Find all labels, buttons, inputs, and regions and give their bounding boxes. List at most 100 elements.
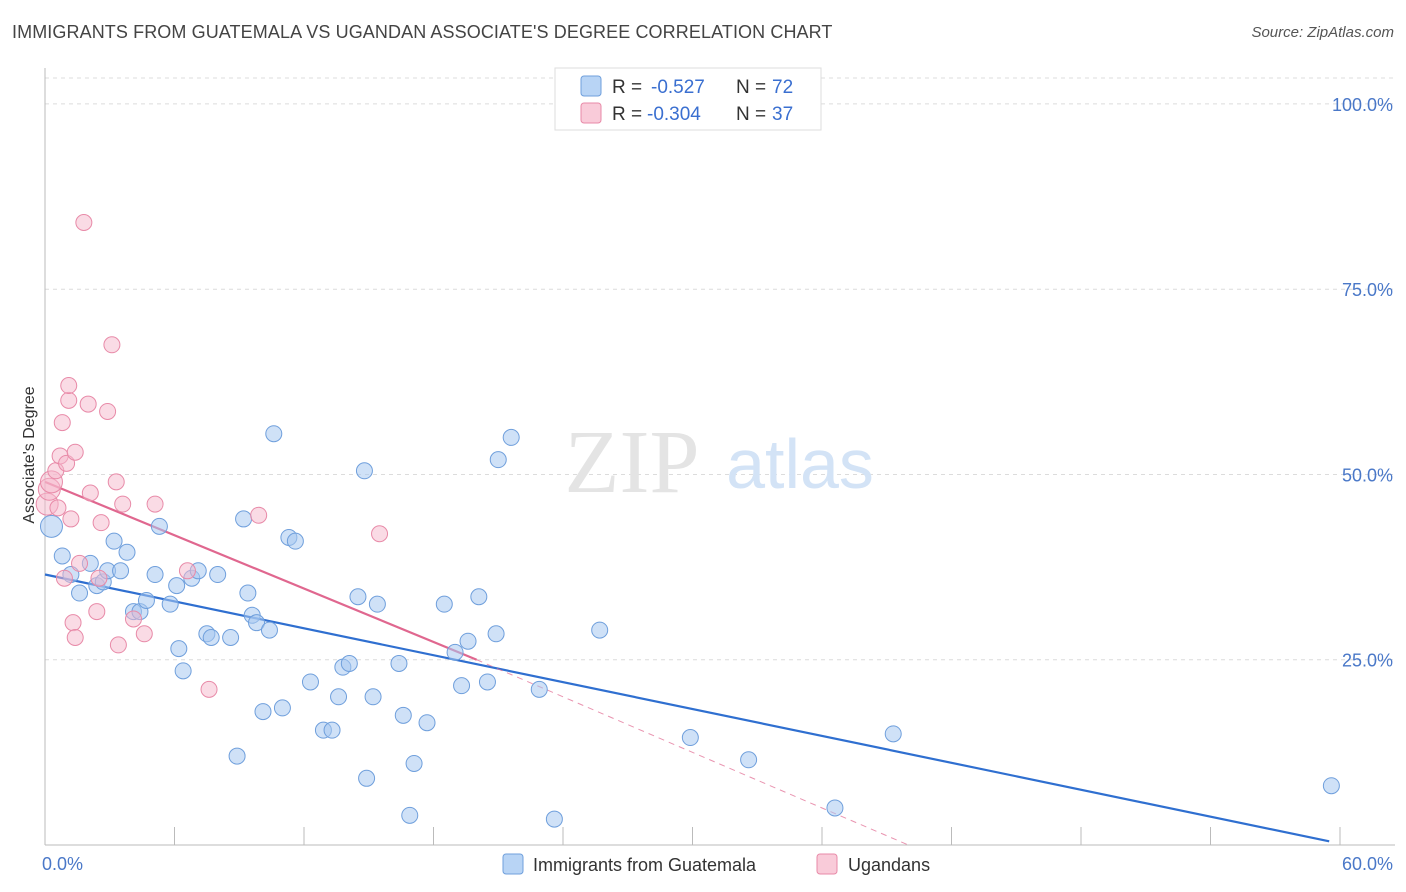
trend-lines bbox=[44, 480, 1330, 846]
point-guatemala bbox=[301, 673, 319, 691]
point-ugandans bbox=[60, 377, 78, 395]
point-guatemala bbox=[118, 543, 136, 561]
point-ugandans bbox=[109, 636, 127, 654]
point-ugandans bbox=[60, 391, 78, 409]
point-guatemala bbox=[222, 629, 240, 647]
point-guatemala bbox=[401, 806, 419, 824]
point-ugandans bbox=[250, 506, 268, 524]
data-points bbox=[35, 214, 1340, 828]
point-guatemala bbox=[470, 588, 488, 606]
top-legend: R = -0.527 N = 72 R = -0.304 N = 37 bbox=[554, 67, 822, 131]
point-guatemala bbox=[202, 629, 220, 647]
legend-n-label-2: N = bbox=[736, 104, 766, 125]
point-guatemala bbox=[1322, 777, 1340, 795]
trend-line-ugandans bbox=[44, 480, 478, 661]
point-guatemala bbox=[405, 754, 423, 772]
point-guatemala bbox=[418, 714, 436, 732]
point-guatemala bbox=[71, 584, 89, 602]
watermark-zip: ZIP bbox=[565, 413, 700, 512]
point-guatemala bbox=[273, 699, 291, 717]
legend-n-label-1: N = bbox=[736, 77, 766, 98]
point-guatemala bbox=[884, 725, 902, 743]
bottom-legend: Immigrants from Guatemala Ugandans bbox=[502, 853, 930, 875]
point-guatemala bbox=[489, 451, 507, 469]
point-guatemala bbox=[459, 632, 477, 650]
point-guatemala bbox=[209, 566, 227, 584]
point-guatemala bbox=[435, 595, 453, 613]
point-ugandans bbox=[92, 514, 110, 532]
trend-line-ugandans-extrapolated bbox=[476, 659, 909, 846]
point-guatemala bbox=[137, 591, 155, 609]
point-guatemala bbox=[502, 428, 520, 446]
point-ugandans bbox=[371, 525, 389, 543]
point-ugandans bbox=[90, 569, 108, 587]
point-guatemala bbox=[174, 662, 192, 680]
bottom-legend-swatch-ugandans bbox=[816, 853, 838, 875]
legend-swatch-guatemala bbox=[580, 75, 602, 97]
y-axis-label: Associate's Degree bbox=[21, 386, 38, 523]
legend-r-value-1: -0.527 bbox=[651, 77, 705, 98]
point-ugandans bbox=[55, 569, 73, 587]
point-guatemala bbox=[260, 621, 278, 639]
y-tick-label: 75.0% bbox=[1342, 280, 1393, 300]
point-ugandans bbox=[81, 484, 99, 502]
point-ugandans bbox=[135, 625, 153, 643]
point-ugandans bbox=[66, 629, 84, 647]
point-guatemala bbox=[265, 425, 283, 443]
point-ugandans bbox=[114, 495, 132, 513]
x-tick-label: 60.0% bbox=[1342, 854, 1393, 874]
point-guatemala bbox=[146, 566, 164, 584]
point-guatemala bbox=[235, 510, 253, 528]
point-ugandans bbox=[124, 610, 142, 628]
y-tick-label: 50.0% bbox=[1342, 465, 1393, 485]
legend-n-value-1: 72 bbox=[772, 77, 793, 98]
bottom-legend-swatch-guatemala bbox=[502, 853, 524, 875]
bottom-legend-label-guatemala: Immigrants from Guatemala bbox=[533, 855, 757, 875]
point-guatemala bbox=[453, 677, 471, 695]
legend-swatch-ugandans bbox=[580, 102, 602, 124]
point-ugandans bbox=[99, 402, 117, 420]
point-guatemala bbox=[394, 706, 412, 724]
point-ugandans bbox=[107, 473, 125, 491]
point-guatemala bbox=[39, 514, 63, 538]
point-guatemala bbox=[349, 588, 367, 606]
x-tick-label: 0.0% bbox=[42, 854, 83, 874]
point-guatemala bbox=[112, 562, 130, 580]
point-guatemala bbox=[340, 654, 358, 672]
point-guatemala bbox=[681, 729, 699, 747]
watermark: ZIP atlas bbox=[565, 413, 874, 512]
point-guatemala bbox=[150, 517, 168, 535]
point-guatemala bbox=[53, 547, 71, 565]
point-guatemala bbox=[478, 673, 496, 691]
point-ugandans bbox=[53, 414, 71, 432]
source-label: Source: ZipAtlas.com bbox=[1251, 24, 1394, 41]
y-tick-label: 100.0% bbox=[1332, 95, 1393, 115]
legend-n-value-2: 37 bbox=[772, 104, 793, 125]
point-guatemala bbox=[358, 769, 376, 787]
point-ugandans bbox=[66, 443, 84, 461]
point-guatemala bbox=[105, 532, 123, 550]
legend-r-value-2: -0.304 bbox=[647, 104, 701, 125]
axes bbox=[44, 68, 1395, 846]
point-guatemala bbox=[390, 654, 408, 672]
point-guatemala bbox=[368, 595, 386, 613]
point-ugandans bbox=[64, 614, 82, 632]
point-guatemala bbox=[446, 643, 464, 661]
bottom-legend-label-ugandans: Ugandans bbox=[848, 855, 930, 875]
point-ugandans bbox=[75, 214, 93, 232]
point-ugandans bbox=[146, 495, 164, 513]
point-guatemala bbox=[487, 625, 505, 643]
point-guatemala bbox=[254, 703, 272, 721]
point-ugandans bbox=[103, 336, 121, 354]
point-guatemala bbox=[170, 640, 188, 658]
point-guatemala bbox=[239, 584, 257, 602]
watermark-atlas: atlas bbox=[726, 425, 874, 503]
point-guatemala bbox=[740, 751, 758, 769]
point-ugandans bbox=[88, 603, 106, 621]
point-guatemala bbox=[228, 747, 246, 765]
chart-title: IMMIGRANTS FROM GUATEMALA VS UGANDAN ASS… bbox=[12, 22, 833, 42]
point-guatemala bbox=[545, 810, 563, 828]
point-ugandans bbox=[178, 562, 196, 580]
point-ugandans bbox=[49, 499, 67, 517]
